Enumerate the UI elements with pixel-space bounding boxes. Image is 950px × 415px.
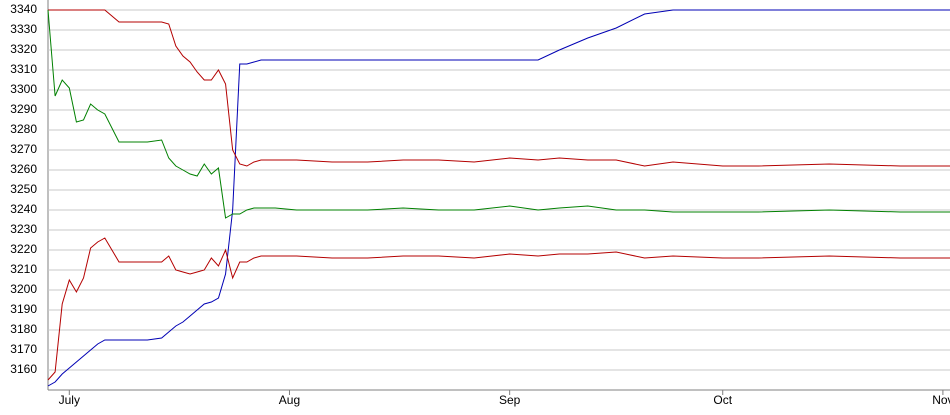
y-tick-label: 3190 <box>10 302 37 316</box>
y-tick-label: 3160 <box>10 362 37 376</box>
y-tick-label: 3180 <box>10 322 37 336</box>
x-tick-label: Oct <box>713 393 732 407</box>
y-tick-label: 3200 <box>10 282 37 296</box>
line-series <box>47 9 950 387</box>
y-tick-label: 3170 <box>10 342 37 356</box>
y-tick-label: 3320 <box>10 42 37 56</box>
line-series <box>48 9 950 167</box>
y-tick-label: 3340 <box>10 2 37 16</box>
y-tick-label: 3330 <box>10 22 37 36</box>
y-tick-label: 3270 <box>10 142 37 156</box>
line-series <box>47 237 950 381</box>
x-tick-label: Sep <box>499 393 521 407</box>
line-series <box>47 9 950 219</box>
y-tick-label: 3210 <box>10 262 37 276</box>
y-tick-label: 3220 <box>10 242 37 256</box>
y-tick-label: 3280 <box>10 122 37 136</box>
y-tick-label: 3290 <box>10 102 37 116</box>
x-tick-label: Nov <box>932 393 950 407</box>
y-tick-label: 3310 <box>10 62 37 76</box>
x-tick-label: Aug <box>279 393 300 407</box>
x-tick-label: July <box>59 393 80 407</box>
y-tick-label: 3250 <box>10 182 37 196</box>
y-tick-label: 3260 <box>10 162 37 176</box>
y-tick-label: 3300 <box>10 82 37 96</box>
y-tick-label: 3230 <box>10 222 37 236</box>
y-tick-label: 3240 <box>10 202 37 216</box>
